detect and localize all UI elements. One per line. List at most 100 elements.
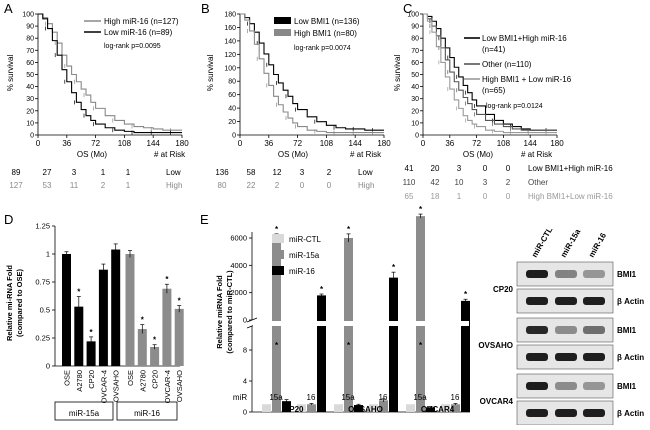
mir-label: 16 [307, 393, 316, 402]
bar-ovsaho [174, 308, 184, 366]
mir-label: 15a [269, 393, 283, 402]
blot-cell-line: CP20 [493, 285, 514, 294]
legend-low-mir16: Low miR-16 (n=89) [104, 28, 173, 37]
risk-row-label: High [166, 181, 182, 190]
bar-mir-15a [451, 404, 460, 412]
panel-d-group-box-mir15a [54, 401, 114, 421]
bar-mir-16 [461, 300, 470, 412]
panel-a-label: A [4, 1, 13, 16]
xtick-label: 36 [62, 139, 71, 148]
xtick-label: 36 [445, 139, 454, 148]
significance-star: * [77, 288, 81, 297]
xtick-label: 108 [497, 139, 511, 148]
legend-low-bmi1-high-mir16-n: (n=41) [482, 45, 506, 54]
km-curve-3 [423, 13, 557, 134]
significance-star: * [275, 225, 279, 234]
risk-value: 10 [455, 178, 464, 187]
panel-c-xlabel: OS (Mo) [463, 150, 494, 159]
western-blot: miR-CTL miR-15a miR-16 CP20 BMI1 β Actin OVSA… [478, 226, 644, 426]
category-label: A2780 [138, 370, 147, 392]
legend-high-mir16: High miR-16 (n=127) [104, 17, 179, 26]
xtick-label: 108 [320, 139, 334, 148]
panel-e-break-gap [253, 321, 469, 326]
xtick-label: 0 [238, 139, 243, 148]
panel-e-cell-line-labels: CP20 OVSAHO OVCAR4 [283, 405, 454, 414]
category-label: OVCAR-4 [163, 370, 172, 403]
ytick-label: 70 [411, 48, 419, 55]
km-curve-1 [423, 13, 557, 131]
panel-a-yticks: 0 10 20 30 40 50 60 70 80 90 100 [22, 12, 38, 140]
ytick-label: 1.25 [35, 222, 50, 231]
mir-label: 15a [341, 393, 355, 402]
significance-star: * [141, 316, 145, 325]
ytick-label: 40 [411, 84, 419, 91]
ytick-label: 2000 [230, 288, 247, 297]
risk-value: 42 [431, 178, 440, 187]
legend-mir-16: miR-16 [289, 267, 315, 276]
bar-mir-16 [317, 295, 326, 412]
risk-row-label: High [358, 181, 374, 190]
bar-mir-16 [426, 407, 435, 412]
ytick-label: 4 [243, 377, 247, 386]
bar-ovcar-4 [162, 288, 172, 366]
risk-row-label: Low BMI1+High miR-16 [528, 164, 613, 173]
blot-band [526, 297, 548, 305]
significance-star: * [90, 328, 94, 337]
bar-ovsaho [111, 249, 121, 366]
legend-swatch-mir-16 [272, 266, 284, 275]
category-label: A2780 [75, 370, 84, 392]
legend-other: Other (n=110) [482, 60, 532, 69]
cell-line-label: OVSAHO [348, 405, 383, 414]
mir-label: 16 [379, 393, 388, 402]
km-curve-1 [240, 13, 384, 131]
significance-star-lower: * [320, 341, 324, 350]
panel-d-group-mir16: miR-16 [134, 409, 160, 418]
panel-e: E Relative miRNA Fold (compared to miR-C… [200, 205, 470, 417]
bar-mir-15a [379, 400, 388, 412]
risk-value: 0 [483, 192, 488, 201]
panel-b-curves [240, 13, 384, 135]
ytick-label: 80 [411, 36, 419, 43]
risk-value: 1 [126, 168, 131, 177]
panel-d-group-mir15a: miR-15a [69, 409, 100, 418]
ytick-label: 120 [224, 52, 236, 59]
legend-mir-ctl: miR-CTL [289, 235, 322, 244]
category-label: OVSAHO [175, 370, 184, 402]
blot-band-label: β Actin [617, 353, 644, 362]
legend-low-bmi1-high-mir16: Low BMI1+High miR-16 [482, 34, 567, 43]
blot-cell-line: OVCAR4 [480, 397, 514, 406]
panel-c-pvalue: log-rank p=0.0124 [486, 103, 543, 110]
ytick-label: 0 [415, 133, 419, 140]
risk-value: 3 [72, 168, 77, 177]
ytick-label: 0 [30, 133, 34, 140]
panel-a-pvalue: log-rank p=0.0095 [104, 43, 161, 50]
xtick-label: 180 [550, 139, 564, 148]
ytick-label: 6000 [230, 234, 247, 243]
blot-band-label: BMI1 [617, 270, 637, 279]
risk-value: 12 [273, 168, 282, 177]
ytick-label: 20 [26, 108, 34, 115]
legend-mir-15a: miR-15a [289, 251, 320, 260]
ytick-label: 50 [411, 72, 419, 79]
risk-row-label: High BMI1+Low miR-16 [528, 192, 613, 201]
significance-star-lower: * [419, 341, 423, 350]
significance-star: * [419, 205, 423, 214]
bar-mir-16 [389, 277, 398, 412]
significance-star: * [392, 263, 396, 272]
legend-high-bmi1-low-mir16: High BMI1 + Low miR-16 [482, 75, 572, 84]
panel-c-yticks: 0 10 20 30 40 50 60 70 80 90 100 [407, 12, 423, 140]
risk-value: 3 [457, 164, 462, 173]
km-curve-1 [38, 13, 182, 131]
category-label: CP20 [151, 370, 160, 389]
ytick-label: 60 [411, 60, 419, 67]
risk-value: 80 [218, 181, 227, 190]
risk-value: 0 [506, 164, 511, 173]
bar-mir-ctl [369, 404, 378, 412]
risk-value: 0 [327, 181, 332, 190]
ytick-label: 10 [411, 120, 419, 127]
panel-b-label: B [201, 1, 210, 16]
panel-d-bars: * * * * * * [62, 243, 184, 366]
legend-low-bmi1: Low BMI1 (n=136) [294, 17, 360, 26]
